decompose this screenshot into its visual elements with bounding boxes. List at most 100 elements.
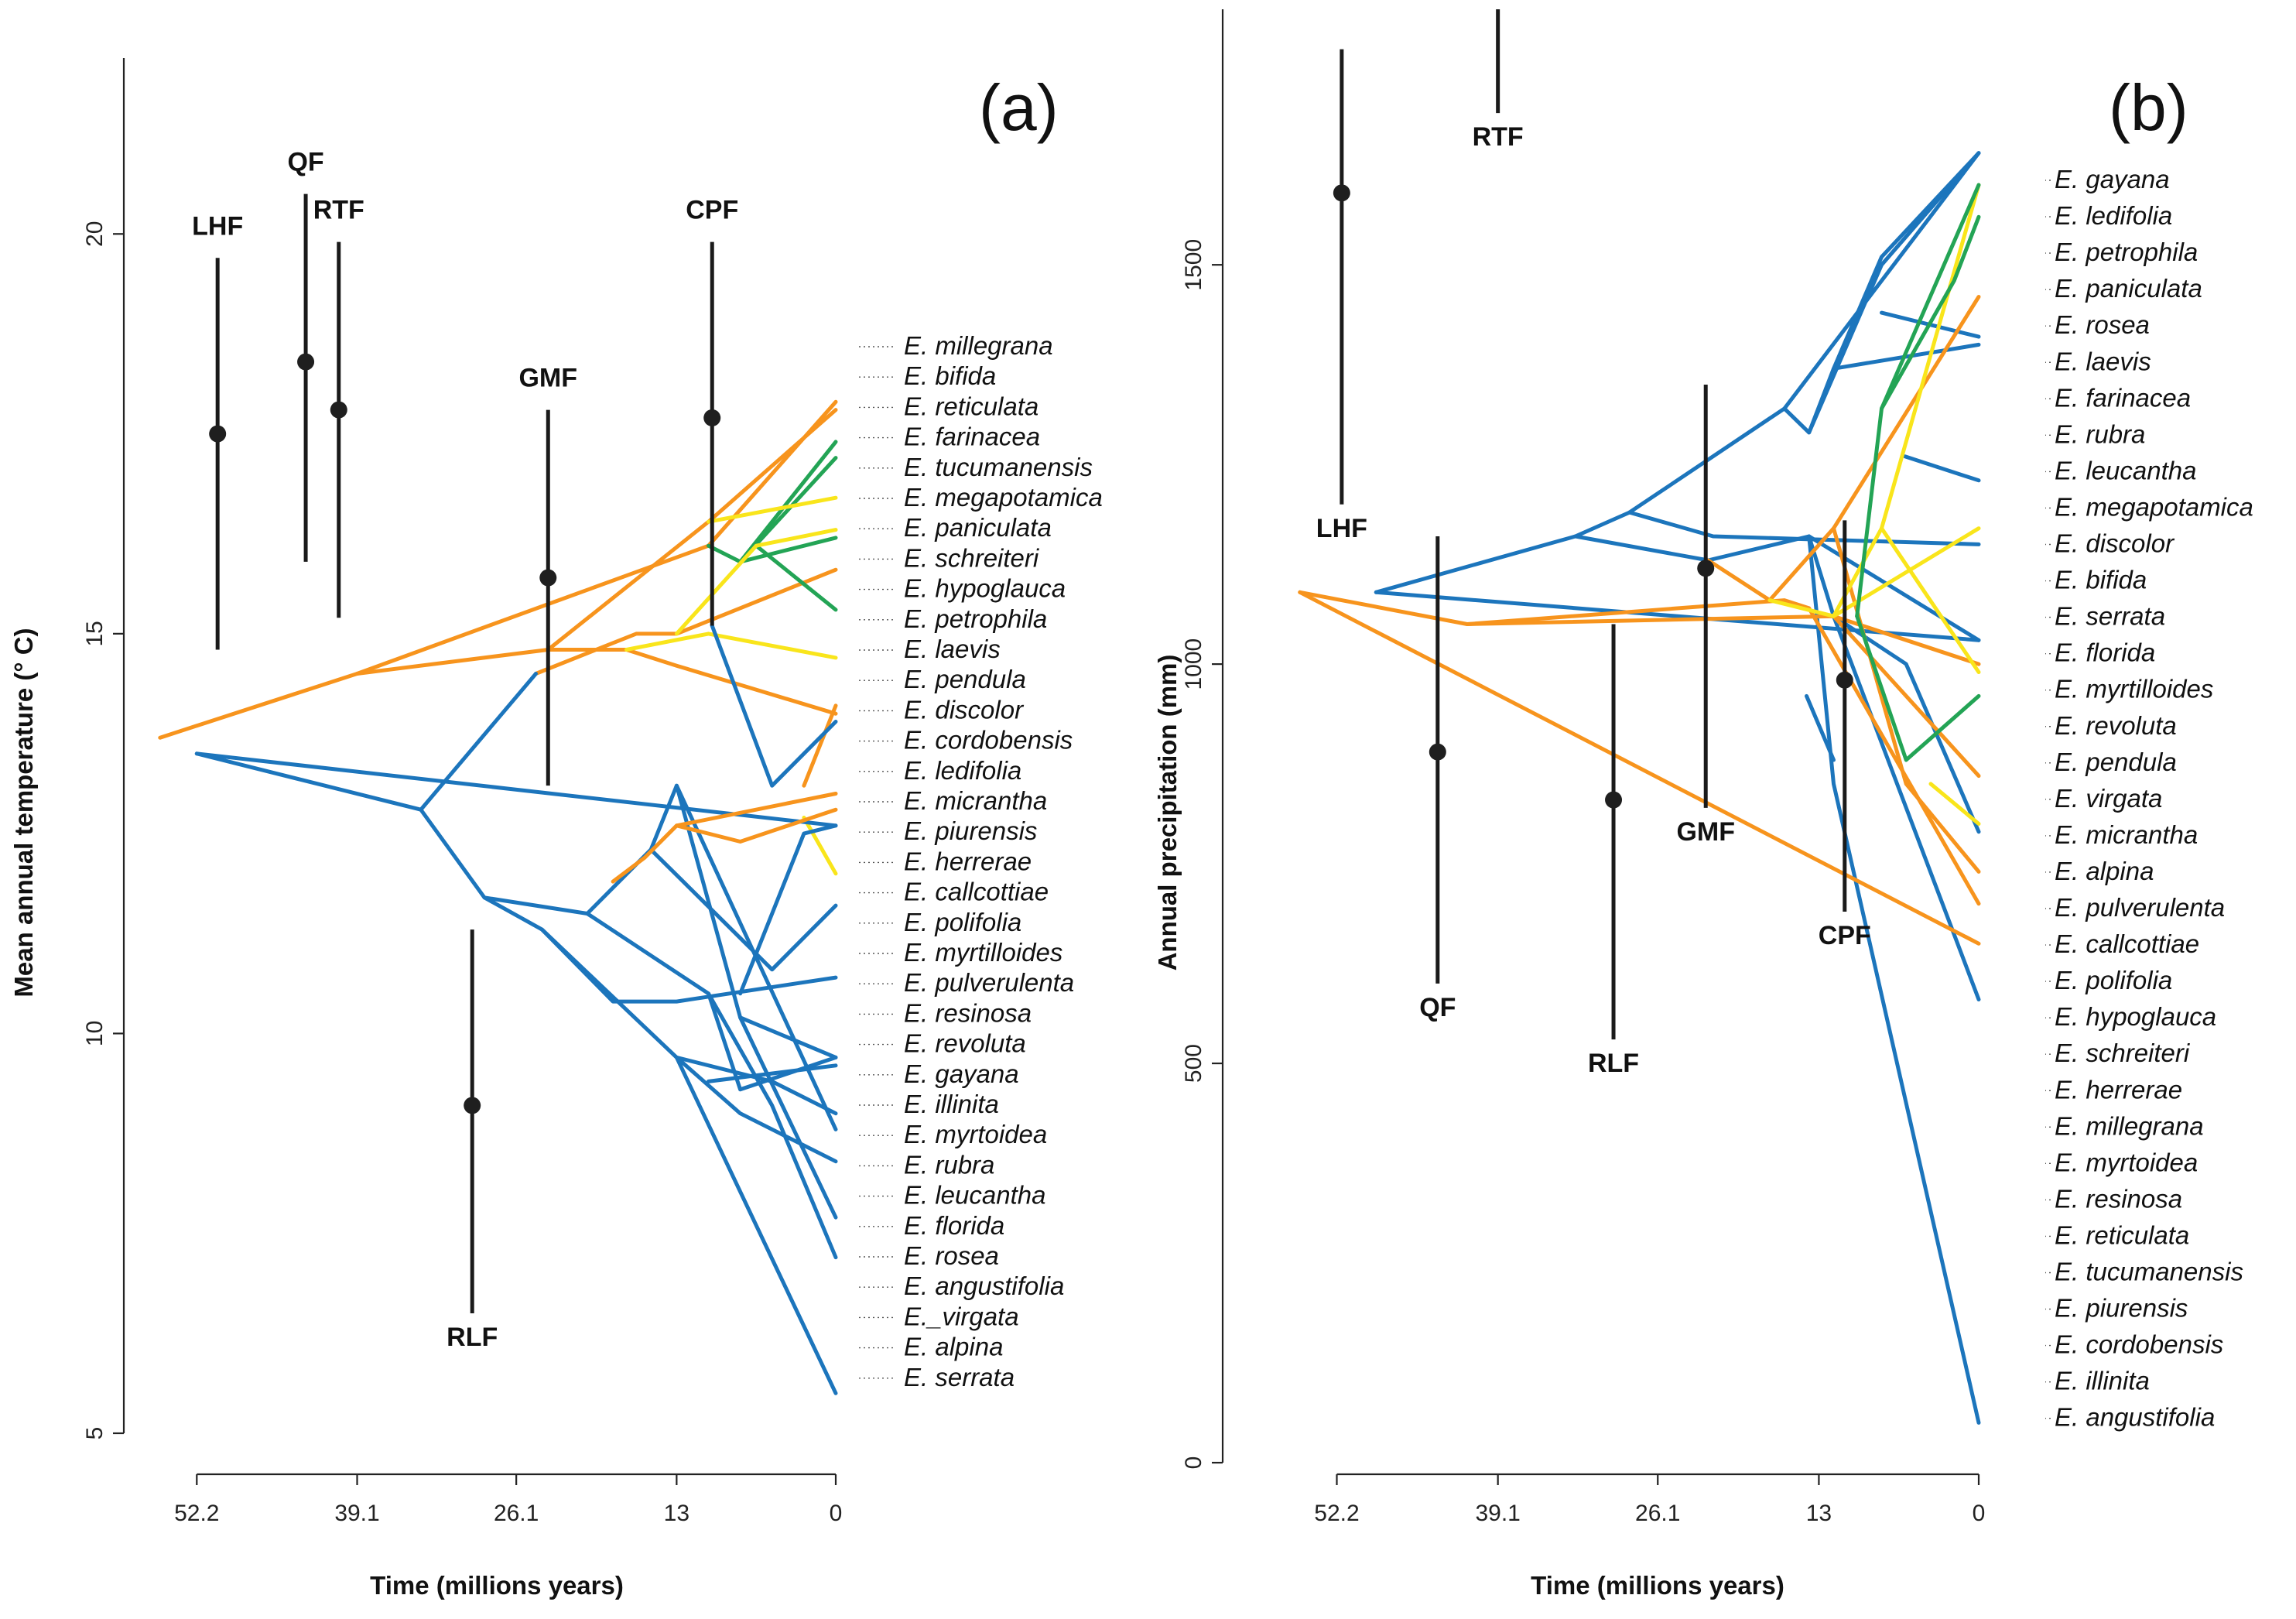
taxon-label-e-florida: E. florida	[904, 1211, 1004, 1240]
taxon-label-e-farinacea: E. farinacea	[2055, 383, 2191, 412]
taxon-label-e-cordobensis: E. cordobensis	[2055, 1330, 2223, 1359]
taxon-label-e-serrata: E. serrata	[904, 1363, 1015, 1391]
fossil-mean-qf	[297, 353, 315, 371]
taxon-label-e-myrtoidea: E. myrtoidea	[2055, 1148, 2198, 1176]
panel-a-label: (a)	[979, 71, 1059, 144]
branch-yellow	[707, 632, 838, 660]
panel-b-y-axis-title: Annual precipitation (mm)	[1153, 655, 1182, 971]
branch-blue	[1805, 693, 1836, 762]
taxon-label-e-micrantha: E. micrantha	[904, 786, 1047, 815]
taxon-label-e-pendula: E. pendula	[2055, 748, 2177, 776]
branch-orange	[355, 648, 838, 716]
taxon-label-e-pulverulenta: E. pulverulenta	[2055, 893, 2225, 922]
taxon-label-e-bifida: E. bifida	[904, 361, 996, 390]
x-tick-label: 26.1	[494, 1501, 539, 1526]
branch-yellow	[674, 528, 838, 636]
branch-orange	[611, 792, 838, 884]
branch-blue	[539, 927, 838, 1004]
branch-orange	[534, 567, 838, 676]
branch-yellow	[1928, 782, 1981, 826]
taxon-label-e-polifolia: E. polifolia	[904, 908, 1021, 936]
x-tick-label: 52.2	[1314, 1501, 1359, 1526]
taxon-label-e-illinita: E. illinita	[2055, 1367, 2150, 1395]
taxon-label-e-millegrana: E. millegrana	[904, 331, 1053, 360]
panel-a-x-axis-title: Time (millions years)	[370, 1571, 624, 1600]
taxon-label-e-myrtoidea: E. myrtoidea	[904, 1120, 1047, 1148]
taxon-label-e-revoluta: E. revoluta	[904, 1029, 1026, 1058]
branch-green	[1855, 614, 1981, 762]
taxon-label-e-herrerae: E. herrerae	[2055, 1075, 2182, 1104]
panel-b: (b) Time (millions years) Annual precipi…	[1153, 9, 2253, 1600]
fossil-label-qf: QF	[287, 148, 323, 177]
branch-blue	[585, 912, 838, 1092]
panel-b-x-axis-title: Time (millions years)	[1531, 1571, 1784, 1600]
branch-blue	[1903, 454, 1981, 483]
taxon-label-e-rubra: E. rubra	[2055, 419, 2145, 448]
taxon-label-e-resinosa: E. resinosa	[2055, 1184, 2182, 1213]
taxon-label-e-herrerae: E. herrerae	[904, 847, 1032, 875]
taxon-label-e-laevis: E. laevis	[904, 635, 1001, 663]
branch-blue	[1782, 151, 1981, 435]
x-tick-label: 13	[664, 1501, 689, 1526]
taxon-label-e-myrtilloides: E. myrtilloides	[904, 938, 1062, 967]
y-tick-label: 500	[1181, 1044, 1206, 1083]
taxon-label-e-rosea: E. rosea	[2055, 310, 2150, 339]
taxon-label-e-reticulata: E. reticulata	[904, 392, 1039, 420]
branch-orange	[1465, 598, 1981, 906]
y-tick-label: 0	[1181, 1456, 1206, 1470]
branch-blue	[1627, 510, 1981, 546]
branch-orange	[1298, 590, 1981, 946]
fossil-mean-rlf	[1605, 791, 1623, 809]
taxon-label-e-hypoglauca: E. hypoglauca	[2055, 1002, 2216, 1031]
branch-blue	[738, 823, 838, 996]
fossil-label-rlf: RLF	[447, 1323, 498, 1352]
taxon-label-e-virgata: E._virgata	[904, 1302, 1019, 1330]
fossil-label-qf: QF	[1419, 993, 1456, 1022]
taxon-label-e-megapotamica: E. megapotamica	[2055, 492, 2253, 521]
taxon-label-e-reticulata: E. reticulata	[2055, 1220, 2189, 1249]
taxon-label-e-pendula: E. pendula	[904, 665, 1026, 693]
fossil-label-rtf: RTF	[313, 196, 364, 225]
fossil-mean-gmf	[539, 569, 557, 587]
fossil-label-rtf: RTF	[1473, 122, 1524, 152]
branch-blue	[1573, 534, 1981, 642]
taxon-label-e-virgata: E. virgata	[2055, 784, 2162, 813]
branch-yellow	[624, 632, 710, 652]
x-tick-label: 13	[1806, 1501, 1832, 1526]
taxon-label-e-paniculata: E. paniculata	[904, 513, 1052, 542]
branch-green	[738, 536, 838, 564]
taxon-label-e-cordobensis: E. cordobensis	[904, 726, 1073, 755]
taxon-label-e-myrtilloides: E. myrtilloides	[2055, 675, 2213, 703]
fossil-mean-gmf	[1697, 560, 1715, 577]
branch-green	[1880, 214, 1981, 411]
fossil-label-cpf: CPF	[1819, 921, 1871, 950]
fossil-mean-cpf	[1836, 671, 1853, 689]
x-tick-label: 39.1	[1475, 1501, 1520, 1526]
branch-blue	[707, 1063, 838, 1083]
taxon-label-e-farinacea: E. farinacea	[904, 423, 1040, 451]
panel-a: (a) Time (millions years) Mean annual te…	[9, 58, 1103, 1600]
x-tick-label: 0	[1973, 1501, 1986, 1526]
fossil-label-gmf: GMF	[518, 364, 577, 393]
taxon-label-e-micrantha: E. micrantha	[2055, 820, 2198, 849]
fossil-label-lhf: LHF	[192, 211, 243, 241]
branch-orange	[802, 703, 838, 788]
fossil-mean-lhf	[1333, 184, 1350, 202]
x-tick-label: 52.2	[174, 1501, 219, 1526]
branch-yellow	[707, 495, 838, 524]
branch-yellow	[1880, 526, 1981, 674]
fossil-label-lhf: LHF	[1316, 514, 1367, 543]
taxon-label-e-tucumanensis: E. tucumanensis	[2055, 1258, 2243, 1286]
taxon-label-e-ledifolia: E. ledifolia	[904, 756, 1021, 785]
taxon-label-e-piurensis: E. piurensis	[904, 816, 1037, 845]
x-tick-label: 26.1	[1635, 1501, 1680, 1526]
branch-blue	[1807, 534, 1981, 1425]
y-tick-label: 15	[82, 621, 108, 646]
taxon-label-e-rosea: E. rosea	[904, 1241, 999, 1270]
taxon-label-e-schreiteri: E. schreiteri	[904, 543, 1040, 572]
branch-green	[754, 543, 838, 612]
branch-blue	[1832, 151, 1981, 371]
taxon-label-e-callcottiae: E. callcottiae	[904, 878, 1049, 906]
branch-blue	[194, 751, 423, 812]
